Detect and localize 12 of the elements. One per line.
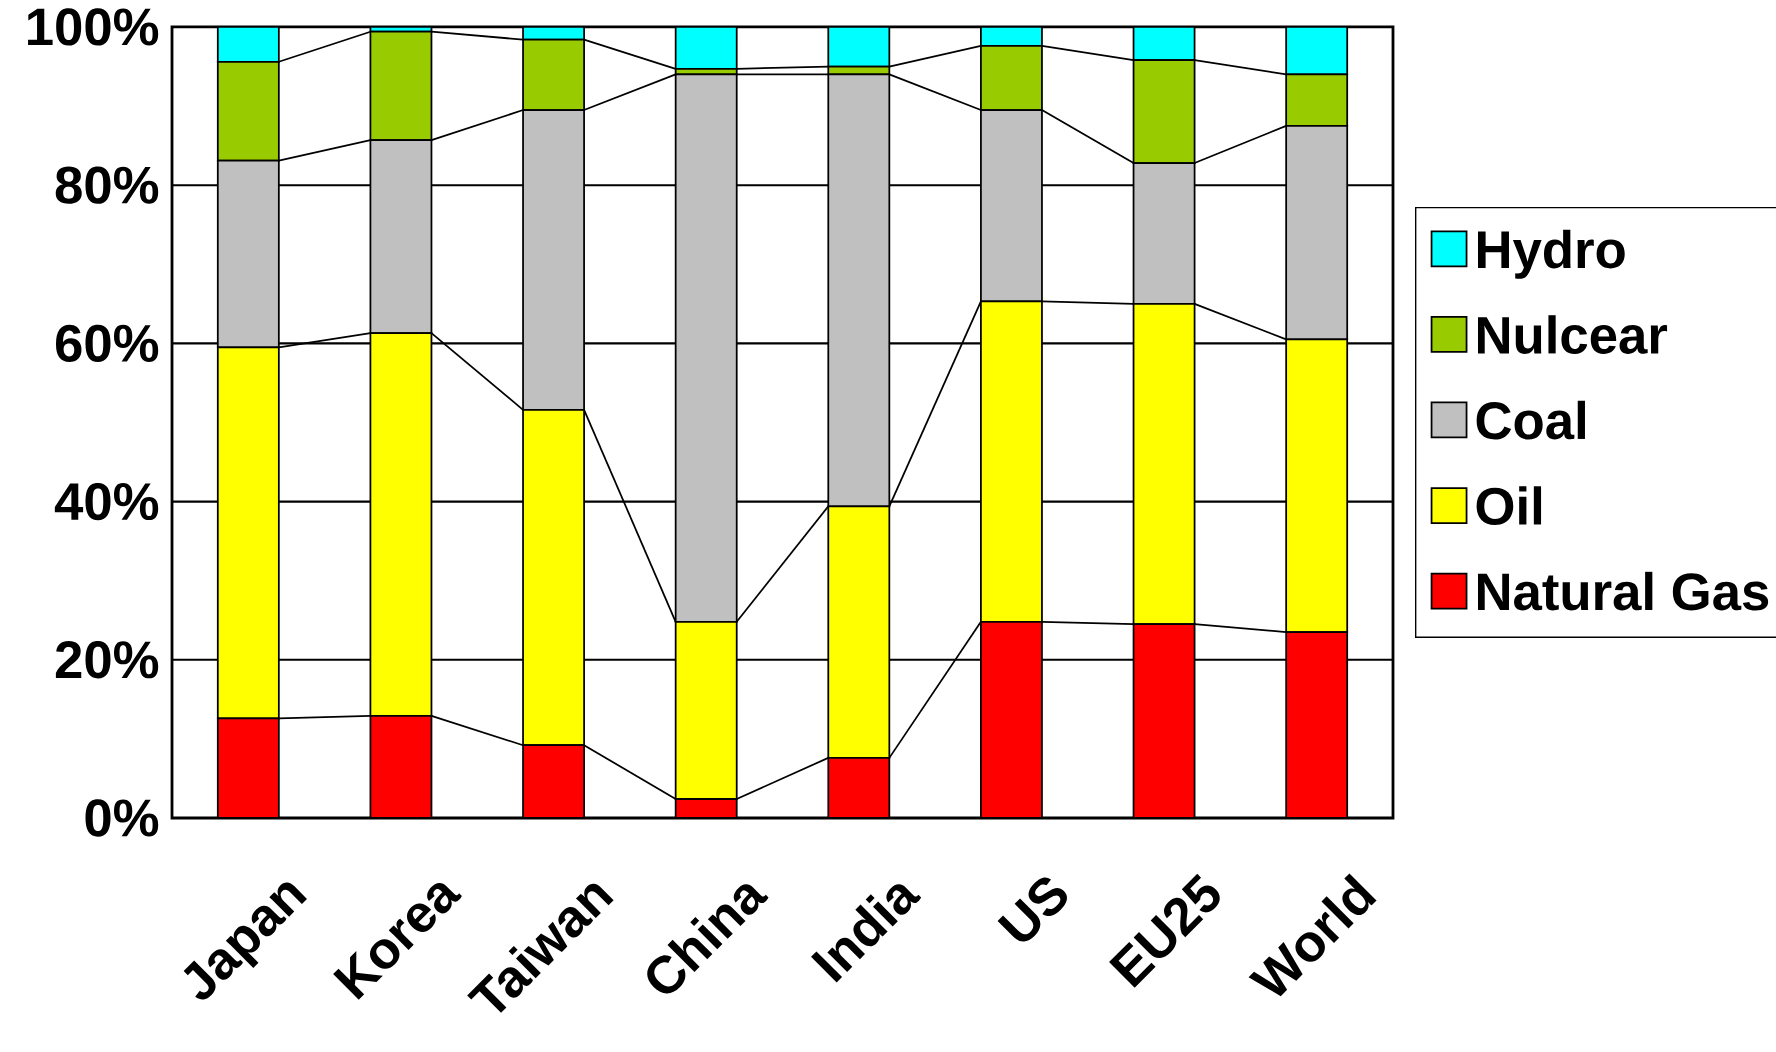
y-tick-label: 0% (85, 799, 159, 837)
y-tick-label: 80% (55, 166, 159, 204)
legend-label: Coal (1476, 400, 1585, 440)
legend-label: Natural Gas (1478, 571, 1769, 611)
y-tick-label: 60% (56, 324, 159, 363)
legend-label: Oil (1476, 486, 1542, 525)
legend-label: Nulcear (1478, 315, 1668, 354)
y-tick-label: 20% (55, 641, 159, 679)
x-tick-label: US (997, 877, 1067, 942)
legend-label: Hydro (1478, 229, 1625, 279)
y-tick-label: 40% (54, 482, 159, 521)
y-tick-label: 100% (28, 8, 159, 46)
